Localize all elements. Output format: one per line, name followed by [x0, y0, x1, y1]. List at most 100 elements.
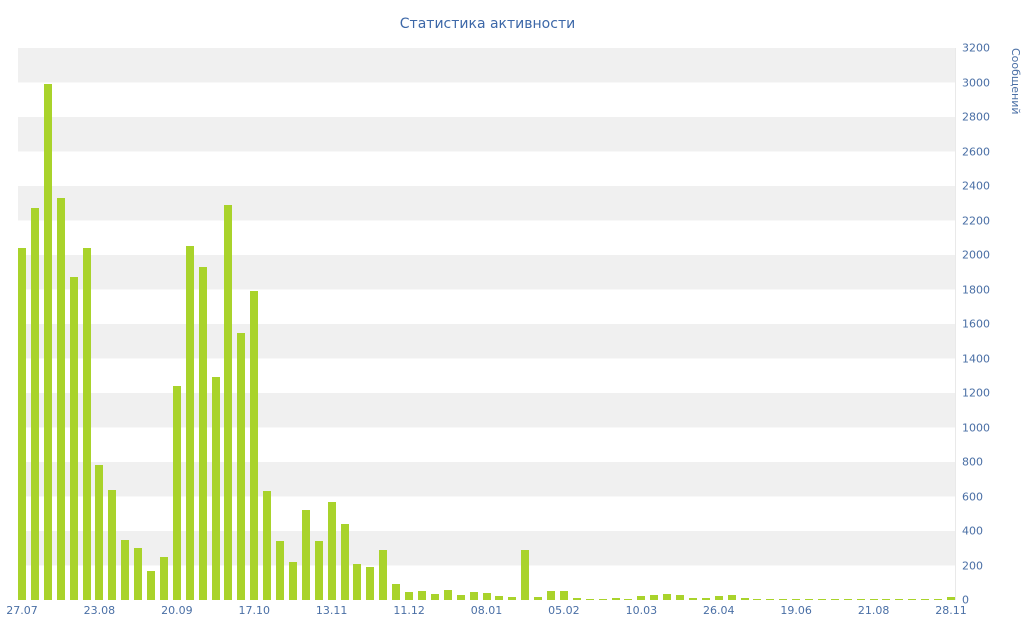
- x-tick-label: 17.10: [238, 604, 271, 617]
- bar: [301, 510, 310, 600]
- bar: [792, 598, 801, 600]
- x-tick-label: 28.11: [935, 604, 967, 617]
- bar: [18, 248, 26, 600]
- y-tick-label: 2600: [962, 145, 990, 158]
- plot-area: [18, 48, 956, 600]
- bar: [908, 599, 917, 600]
- bar: [340, 524, 349, 600]
- bar: [727, 594, 736, 600]
- y-tick-label: 800: [962, 455, 983, 469]
- bar: [185, 246, 194, 600]
- bar: [211, 377, 220, 600]
- bar: [572, 598, 581, 600]
- bar: [30, 208, 39, 600]
- y-tick-label: 3000: [962, 76, 990, 89]
- bar: [198, 267, 207, 600]
- bar: [288, 562, 297, 600]
- x-tick-label: 11.12: [393, 604, 425, 617]
- bar: [611, 598, 620, 600]
- bar: [895, 598, 904, 600]
- x-tick-label: 26.04: [703, 604, 735, 617]
- y-tick-label: 3200: [962, 41, 990, 55]
- bar: [714, 595, 723, 600]
- x-tick-label: 27.07: [6, 604, 38, 617]
- y-tick-label: 1600: [962, 317, 990, 331]
- bar: [882, 599, 891, 600]
- y-tick-label: 1200: [962, 386, 990, 400]
- x-tick-label: 20.09: [161, 604, 193, 617]
- bar: [327, 501, 336, 600]
- bar: [624, 598, 633, 600]
- bar: [443, 589, 452, 600]
- bar: [598, 598, 607, 600]
- y-tick-label: 2800: [962, 110, 990, 124]
- y-tick-label: 1800: [962, 283, 990, 296]
- y-tick-label: 200: [962, 559, 983, 572]
- bar: [921, 599, 930, 600]
- bar: [69, 277, 78, 600]
- bar: [430, 593, 439, 600]
- bar: [495, 595, 504, 600]
- y-axis-title: Сообщений: [1009, 48, 1022, 115]
- x-tick-label: 19.06: [780, 604, 812, 617]
- x-tick-label: 13.11: [315, 604, 348, 617]
- bar: [843, 599, 852, 600]
- bar: [379, 549, 388, 600]
- bar: [830, 599, 839, 600]
- bar: [237, 332, 246, 600]
- x-tick-label: 08.01: [470, 604, 503, 617]
- bar: [947, 596, 955, 600]
- bar: [276, 541, 285, 600]
- bar: [534, 597, 543, 600]
- bar: [688, 597, 697, 600]
- chart-title: Статистика активности: [399, 16, 576, 32]
- bar: [585, 598, 594, 600]
- bar: [121, 539, 130, 600]
- bar: [95, 465, 104, 600]
- bar: [43, 84, 52, 600]
- bar: [482, 593, 491, 600]
- bar: [82, 248, 91, 600]
- bar: [366, 567, 375, 600]
- y-tick-label: 1000: [962, 421, 990, 434]
- bar: [637, 596, 646, 600]
- bar: [108, 489, 117, 600]
- y-tick-label: 600: [962, 490, 983, 503]
- bar: [779, 599, 788, 600]
- x-tick-label: 21.08: [857, 604, 890, 617]
- bar: [547, 591, 555, 600]
- bar: [805, 598, 814, 600]
- bar: [701, 598, 710, 600]
- bar: [469, 592, 478, 600]
- bar: [856, 599, 865, 600]
- y-tick-label: 0: [962, 593, 969, 607]
- bar: [521, 549, 530, 600]
- bar: [559, 590, 568, 600]
- bar: [676, 594, 685, 600]
- bar: [147, 570, 156, 600]
- bar: [817, 599, 826, 600]
- bar: [353, 563, 362, 600]
- x-tick-label: 05.02: [548, 604, 580, 617]
- y-tick-label: 400: [962, 524, 983, 538]
- bar: [753, 598, 762, 600]
- y-tick-label: 2400: [962, 179, 990, 193]
- bar: [314, 540, 323, 600]
- bar: [650, 595, 659, 600]
- y-tick-label: 1400: [962, 352, 990, 365]
- bar: [172, 386, 181, 600]
- bar: [869, 599, 878, 600]
- bar: [663, 594, 672, 600]
- bar: [405, 592, 414, 600]
- bar: [508, 597, 517, 600]
- bar: [263, 491, 272, 600]
- bar: [159, 556, 168, 600]
- bar: [224, 204, 233, 600]
- y-tick-label: 2000: [962, 248, 990, 262]
- bar: [456, 594, 465, 600]
- x-tick-label: 10.03: [625, 604, 658, 617]
- x-tick-label: 23.08: [83, 604, 116, 617]
- bar: [766, 598, 775, 600]
- bar: [417, 590, 426, 600]
